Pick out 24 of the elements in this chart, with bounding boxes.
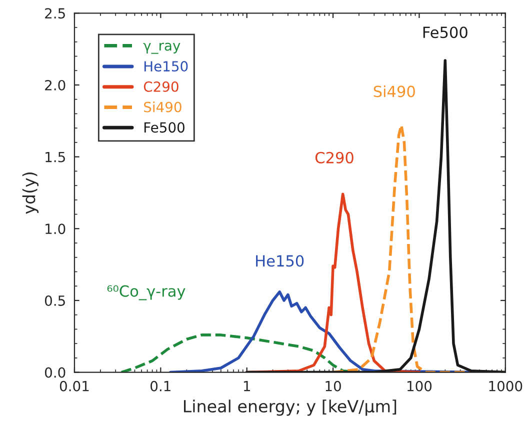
y-tick-label: 0.5 xyxy=(44,295,65,306)
x-tick-label: 0.01 xyxy=(60,380,89,392)
y-tick-label: 0.0 xyxy=(44,367,66,378)
annotation: ⁶⁰Co_γ-ray xyxy=(107,285,186,300)
annotation: Fe500 xyxy=(423,26,468,38)
legend-label: Si490 xyxy=(144,102,182,112)
annotation: He150 xyxy=(256,255,304,267)
legend-label: γ_ray xyxy=(143,42,180,54)
annotation: C290 xyxy=(315,152,354,164)
y-axis-title: yd(y) xyxy=(22,172,39,214)
legend-label: Fe500 xyxy=(144,122,184,133)
y-tick-label: 2.5 xyxy=(45,8,65,19)
legend-label: He150 xyxy=(144,61,188,72)
x-tick-label: 100 xyxy=(407,380,432,392)
x-tick-label: 1 xyxy=(244,381,250,392)
annotation: Si490 xyxy=(374,85,415,98)
y-tick-label: 1.0 xyxy=(46,224,66,234)
y-tick-label: 1.5 xyxy=(46,152,65,162)
x-tick-label: 10 xyxy=(326,380,341,392)
y-tick-label: 2.0 xyxy=(45,80,66,90)
legend-label: C290 xyxy=(144,81,178,92)
x-tick-label: 1000 xyxy=(489,380,522,392)
x-tick-label: 0.1 xyxy=(150,380,170,392)
x-axis-title: Lineal energy; y [keV/μm] xyxy=(184,400,396,416)
